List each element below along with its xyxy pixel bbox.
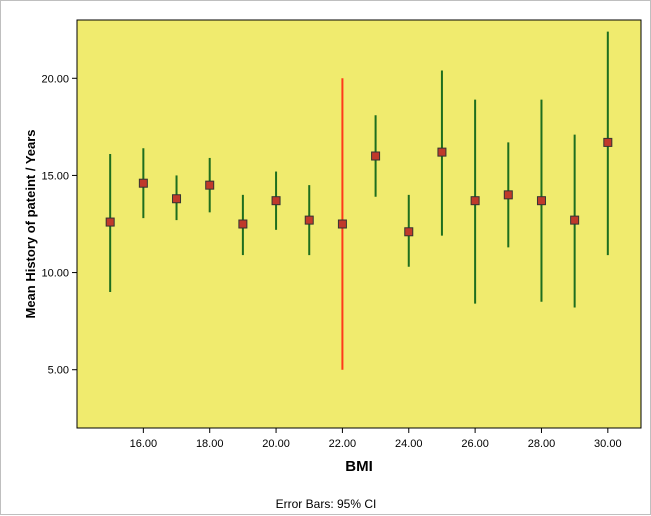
x-tick-label: 26.00: [461, 438, 489, 450]
y-tick-label: 20.00: [41, 73, 69, 85]
mean-marker: [205, 180, 215, 190]
x-tick-label: 18.00: [196, 438, 224, 450]
mean-marker: [138, 178, 148, 188]
axis-ticks: 16.00 18.00 20.00 22.00 24.00 26.00 28.00 30.00…: [41, 73, 621, 450]
x-axis-title: BMI: [345, 458, 373, 475]
mean-marker: [503, 190, 513, 200]
mean-marker: [437, 147, 447, 157]
plot-area: [76, 19, 642, 429]
y-tick-label: 15.00: [41, 170, 69, 182]
mean-marker: [404, 227, 414, 237]
mean-markers: [105, 137, 613, 237]
mean-marker: [536, 196, 546, 206]
mean-marker: [271, 196, 281, 206]
x-tick-label: 16.00: [130, 438, 158, 450]
error-bar-footnote: Error Bars: 95% CI: [276, 497, 377, 511]
y-axis-title: Mean History of pateint / Years: [23, 129, 38, 318]
x-tick-label: 24.00: [395, 438, 423, 450]
x-tick-label: 22.00: [329, 438, 357, 450]
mean-marker: [470, 196, 480, 206]
mean-marker: [603, 137, 613, 147]
mean-marker: [570, 215, 580, 225]
x-tick-label: 28.00: [528, 438, 556, 450]
mean-marker: [238, 219, 248, 229]
mean-marker: [371, 151, 381, 161]
x-tick-label: 20.00: [262, 438, 290, 450]
y-tick-label: 5.00: [48, 365, 69, 377]
mean-marker: [337, 219, 347, 229]
x-tick-label: 30.00: [594, 438, 622, 450]
mean-marker: [172, 194, 182, 204]
mean-marker: [105, 217, 115, 227]
mean-marker: [304, 215, 314, 225]
y-tick-label: 10.00: [41, 268, 69, 280]
